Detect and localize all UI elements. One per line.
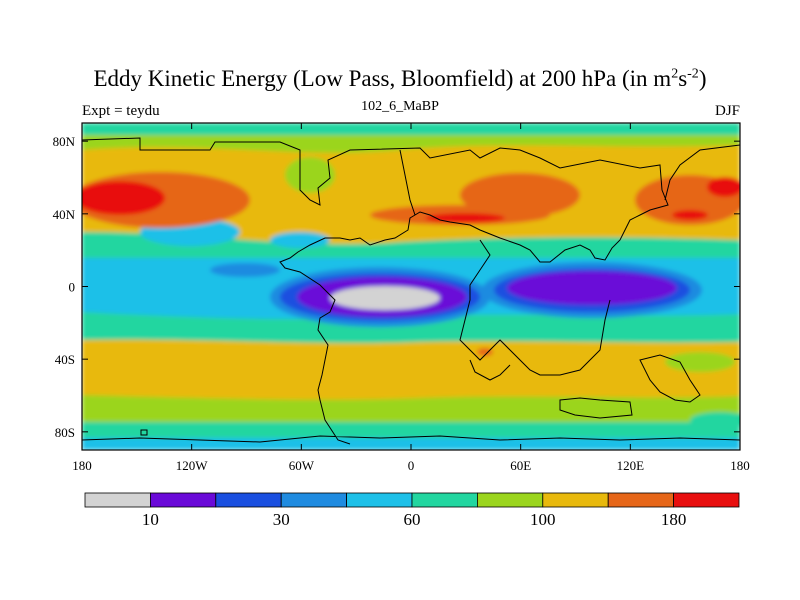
colorbar-label: 60: [404, 510, 421, 529]
map-axes: 180 120W 60W 0 60E 120E 180 80N 40N 0 40S 80S: [53, 122, 750, 473]
x-tick-label: 180: [72, 458, 92, 473]
colorbar-label: 10: [142, 510, 159, 529]
colorbar-swatch: [215, 492, 282, 508]
y-tick-label: 80S: [55, 425, 75, 440]
colorbar-label: 180: [661, 510, 687, 529]
y-tick-label: 40S: [55, 352, 75, 367]
colorbar: 10 30 60 100 180: [84, 492, 740, 529]
colorbar-swatch: [84, 492, 151, 508]
colorbar-swatch: [280, 492, 348, 508]
x-tick-label: 0: [408, 458, 415, 473]
continent-outlines: [82, 137, 740, 445]
experiment-label: Expt = teydu: [82, 103, 160, 119]
colorbar-swatch: [673, 492, 740, 508]
season-label: DJF: [714, 103, 740, 119]
chart-title: Eddy Kinetic Energy (Low Pass, Bloomfiel…: [93, 66, 707, 91]
colorbar-swatch: [542, 492, 609, 508]
y-tick-label: 80N: [53, 134, 76, 149]
colorbar-swatch: [149, 492, 217, 508]
colorbar-swatch: [476, 492, 544, 508]
eke-contour-field: [82, 123, 740, 450]
chart-subtitle: 102_6_MaBP: [361, 99, 439, 114]
x-tick-label: 120E: [617, 458, 645, 473]
x-tick-label: 180: [730, 458, 750, 473]
colorbar-swatch: [411, 492, 478, 508]
colorbar-label: 30: [273, 510, 290, 529]
y-tick-label: 0: [69, 280, 76, 295]
x-tick-label: 120W: [176, 458, 209, 473]
x-tick-label: 60W: [289, 458, 315, 473]
x-tick-label: 60E: [510, 458, 531, 473]
colorbar-swatch: [346, 492, 413, 508]
colorbar-label: 100: [530, 510, 556, 529]
y-tick-label: 40N: [53, 207, 76, 222]
colorbar-swatch: [607, 492, 675, 508]
